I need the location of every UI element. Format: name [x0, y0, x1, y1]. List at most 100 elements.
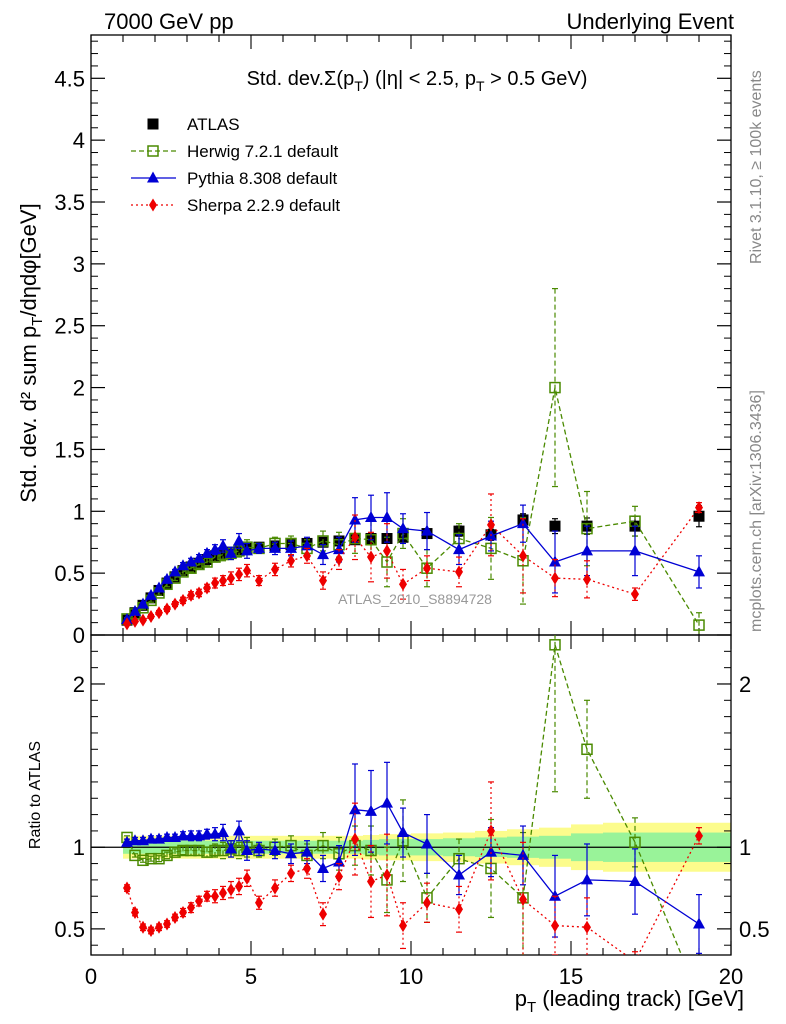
y-tick-label: 4.5: [54, 66, 85, 91]
data-point: [217, 539, 229, 551]
data-point: [139, 920, 147, 934]
data-point: [211, 889, 219, 903]
data-point: [317, 548, 329, 560]
series-line-herwig-7-2-1-default: [126, 644, 683, 955]
data-point: [253, 541, 265, 553]
data-point: [303, 861, 311, 875]
data-point: [209, 543, 221, 555]
data-point: [317, 839, 329, 852]
x-tick-label: 10: [399, 964, 423, 989]
error-bar: [320, 571, 326, 590]
data-point: [549, 520, 561, 532]
data-point: [243, 564, 251, 578]
error-bar: [148, 855, 154, 862]
data-point: [351, 832, 359, 846]
data-point: [631, 955, 639, 968]
data-point: [319, 574, 327, 588]
data-point: [179, 906, 187, 920]
side-label-rivet: Rivet 3.1.10, ≥ 100k events: [748, 70, 765, 264]
error-bar: [140, 857, 146, 863]
data-point: [285, 541, 297, 553]
x-axis-label: pT​ (leading track) [GeV]: [515, 986, 744, 1016]
y-tick-label: 0.5: [54, 561, 85, 586]
y-tick-label: 4: [73, 128, 85, 153]
series-pythia-8-308-default: [121, 492, 705, 625]
data-point: [139, 613, 147, 627]
data-point: [203, 581, 211, 595]
data-point: [351, 530, 359, 544]
legend-label: Pythia 8.308 default: [187, 169, 338, 188]
data-point: [129, 834, 141, 846]
data-point: [517, 517, 529, 529]
data-point: [397, 826, 409, 838]
data-point: [227, 883, 235, 897]
data-point: [147, 924, 155, 938]
error-bar: [488, 781, 494, 881]
data-point: [423, 561, 431, 575]
legend-marker: [147, 118, 159, 130]
y-axis-label: Std. dev. d² sum pT​/dηdφ[GeV]: [16, 203, 46, 502]
data-point: [203, 889, 211, 903]
data-point: [367, 550, 375, 564]
data-point: [201, 846, 213, 858]
data-point: [269, 844, 281, 856]
data-point: [193, 551, 205, 563]
data-point: [219, 886, 227, 900]
data-point: [397, 522, 409, 534]
ratio-plot: 0.5 0.51 12 20 5 10 15 20: [54, 634, 770, 989]
data-point: [693, 917, 705, 929]
main-plot: 0 0.5 1 1.5 2 2.5 3 3.5 4 4.5: [54, 34, 732, 648]
data-point: [381, 796, 393, 808]
y-tick-label: 3: [73, 252, 85, 277]
data-point: [487, 824, 495, 838]
y-tick-label: 2.5: [54, 314, 85, 339]
data-point: [233, 824, 245, 836]
data-point: [487, 518, 495, 532]
error-bar: [164, 851, 170, 860]
data-point: [129, 604, 141, 616]
error-bar: [584, 897, 590, 955]
x-tick-label: 5: [245, 964, 257, 989]
error-bar: [424, 555, 430, 582]
data-point: [381, 510, 393, 522]
data-point: [225, 842, 237, 854]
data-point: [629, 875, 641, 887]
data-point: [255, 896, 263, 910]
series-herwig-7-2-1-default: [121, 635, 683, 955]
error-bar: [456, 556, 462, 588]
error-bar: [520, 518, 526, 594]
data-point: [285, 847, 297, 859]
error-bar: [172, 848, 178, 857]
y-tick-label: 1: [73, 499, 85, 524]
data-point: [581, 544, 593, 556]
y-tick-label: 2: [73, 376, 85, 401]
data-point: [365, 804, 377, 816]
data-point: [287, 866, 295, 880]
data-point: [123, 617, 131, 631]
data-point: [185, 555, 197, 567]
chart-title: Std. dev.Σ(pT​) (|η| < 2.5, pT​ > 0.5 Ge…: [247, 68, 588, 94]
data-point: [161, 830, 173, 842]
error-bar: [584, 699, 590, 799]
x-tick-label: 0: [85, 964, 97, 989]
header-right: Underlying Event: [566, 9, 734, 34]
data-point: [693, 565, 705, 577]
data-point: [423, 896, 431, 910]
data-point: [155, 920, 163, 934]
data-point: [233, 534, 245, 546]
error-bar: [400, 902, 406, 950]
data-point: [583, 920, 591, 934]
data-point: [187, 901, 195, 915]
error-bar: [304, 858, 310, 879]
data-point: [137, 597, 149, 609]
ratio-y-tick-label-right: 2: [739, 672, 751, 697]
data-point: [303, 549, 311, 563]
data-point: [241, 544, 253, 556]
data-point: [163, 917, 171, 931]
analysis-watermark: ATLAS_2010_S8894728: [338, 591, 492, 607]
data-point: [185, 844, 197, 857]
data-point: [421, 524, 433, 536]
data-point: [227, 571, 235, 585]
data-point: [177, 559, 189, 571]
